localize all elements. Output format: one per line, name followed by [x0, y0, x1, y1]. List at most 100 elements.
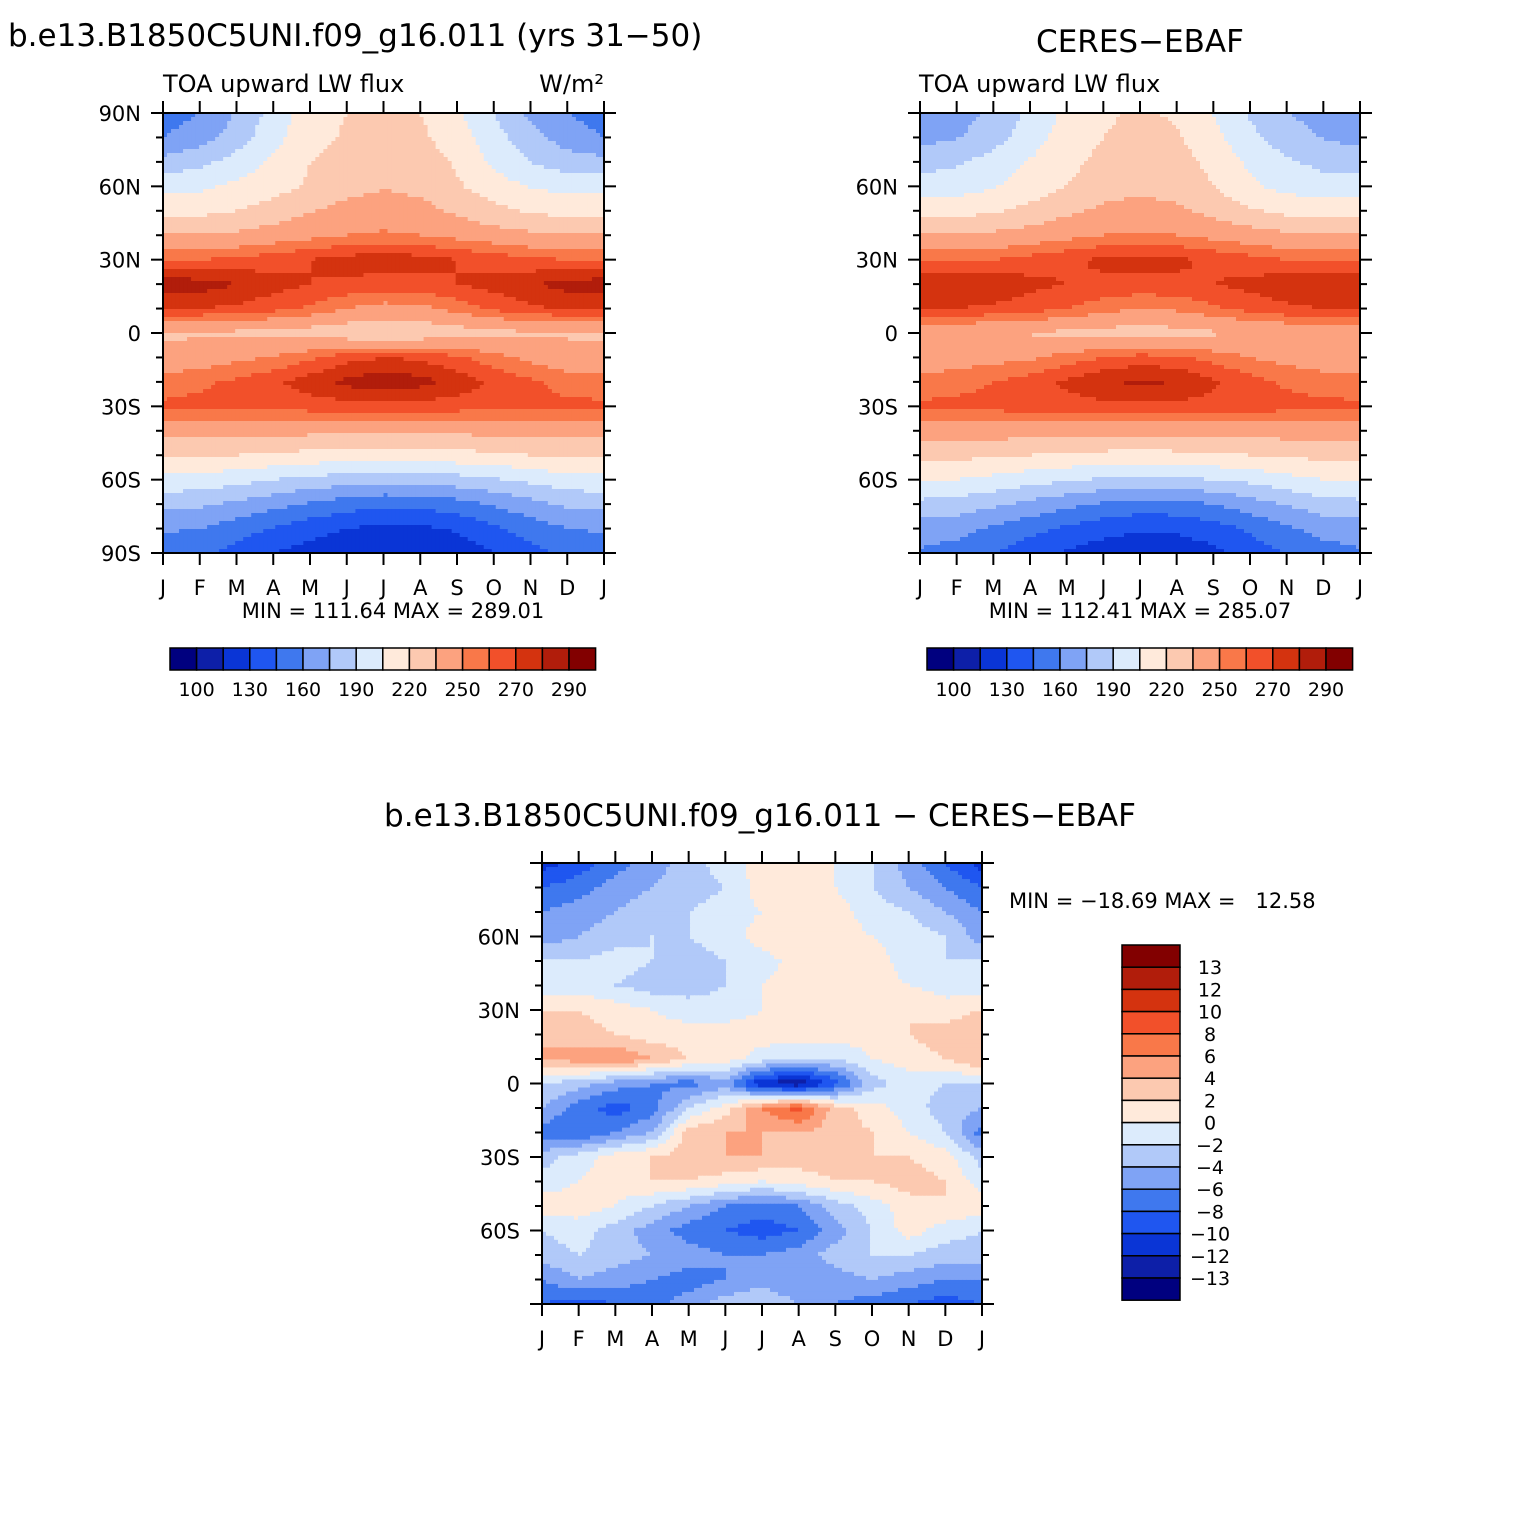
contour-cell	[423, 253, 429, 258]
contour-cell	[239, 133, 244, 138]
contour-cell	[559, 193, 565, 198]
contour-cell	[175, 137, 180, 142]
contour-cell	[295, 137, 300, 142]
contour-cell	[271, 229, 276, 234]
contour-cell	[547, 289, 553, 294]
contour-cell	[211, 217, 216, 222]
contour-cell	[443, 241, 449, 246]
contour-cell	[255, 173, 260, 178]
contour-cell	[339, 233, 345, 238]
contour-cell	[499, 253, 505, 258]
contour-cell	[195, 185, 200, 190]
contour-cell	[487, 197, 493, 202]
contour-cell	[331, 277, 336, 282]
contour-cell	[379, 225, 385, 230]
contour-cell	[459, 205, 465, 210]
contour-cell	[299, 201, 304, 206]
contour-cell	[339, 281, 345, 286]
contour-cell	[475, 141, 481, 146]
contour-cell	[259, 141, 264, 146]
contour-cell	[299, 153, 304, 158]
contour-cell	[215, 273, 220, 278]
contour-cell	[439, 177, 445, 182]
contour-cell	[535, 261, 541, 266]
contour-cell	[339, 213, 345, 218]
contour-cell	[391, 221, 397, 226]
contour-cell	[419, 237, 425, 242]
contour-cell	[383, 209, 389, 214]
contour-cell	[459, 245, 465, 250]
contour-cell	[519, 273, 525, 278]
contour-cell	[411, 201, 417, 206]
contour-cell	[567, 157, 573, 162]
contour-cell	[483, 201, 489, 206]
contour-cell	[407, 173, 413, 178]
contour-cell	[347, 213, 353, 218]
contour-cell	[295, 257, 300, 262]
contour-cell	[527, 225, 533, 230]
contour-cell	[299, 237, 304, 242]
contour-cell	[543, 121, 549, 126]
contour-cell	[167, 153, 172, 158]
contour-cell	[379, 233, 385, 238]
contour-cell	[207, 213, 212, 218]
contour-cell	[243, 213, 248, 218]
contour-cell	[271, 253, 276, 258]
contour-cell	[499, 221, 505, 226]
contour-cell	[515, 209, 521, 214]
contour-cell	[511, 225, 517, 230]
contour-cell	[543, 189, 549, 194]
contour-cell	[531, 145, 537, 150]
contour-cell	[351, 141, 357, 146]
contour-cell	[491, 197, 497, 202]
contour-cell	[163, 113, 168, 118]
contour-cell	[423, 237, 429, 242]
contour-cell	[539, 273, 545, 278]
contour-cell	[251, 173, 256, 178]
contour-cell	[403, 265, 409, 270]
contour-cell	[599, 277, 605, 282]
contour-cell	[239, 253, 244, 258]
contour-cell	[259, 117, 264, 122]
contour-cell	[167, 169, 172, 174]
contour-cell	[207, 225, 212, 230]
contour-cell	[599, 253, 605, 258]
contour-cell	[571, 261, 577, 266]
contour-cell	[443, 153, 449, 158]
contour-cell	[371, 237, 377, 242]
contour-cell	[479, 157, 485, 162]
contour-cell	[391, 205, 397, 210]
contour-cell	[567, 185, 573, 190]
contour-cell	[579, 229, 585, 234]
contour-cell	[551, 221, 557, 226]
contour-cell	[591, 145, 597, 150]
contour-cell	[291, 209, 296, 214]
contour-cell	[239, 189, 244, 194]
contour-cell	[275, 225, 280, 230]
contour-cell	[331, 141, 336, 146]
contour-cell	[191, 165, 196, 170]
contour-cell	[303, 137, 308, 142]
contour-cell	[275, 257, 280, 262]
contour-cell	[427, 177, 433, 182]
contour-cell	[403, 177, 409, 182]
contour-cell	[499, 289, 505, 294]
contour-cell	[239, 209, 244, 214]
contour-cell	[359, 181, 365, 186]
contour-cell	[291, 221, 296, 226]
contour-cell	[263, 265, 268, 270]
contour-cell	[467, 217, 473, 222]
contour-cell	[491, 189, 497, 194]
contour-cell	[475, 185, 481, 190]
contour-cell	[491, 269, 497, 274]
contour-cell	[479, 281, 485, 286]
contour-cell	[267, 285, 272, 290]
contour-cell	[251, 213, 256, 218]
contour-cell	[439, 137, 445, 142]
contour-cell	[447, 141, 453, 146]
contour-cell	[475, 213, 481, 218]
contour-cell	[247, 245, 252, 250]
contour-cell	[223, 121, 228, 126]
contour-cell	[255, 253, 260, 258]
contour-cell	[279, 189, 284, 194]
